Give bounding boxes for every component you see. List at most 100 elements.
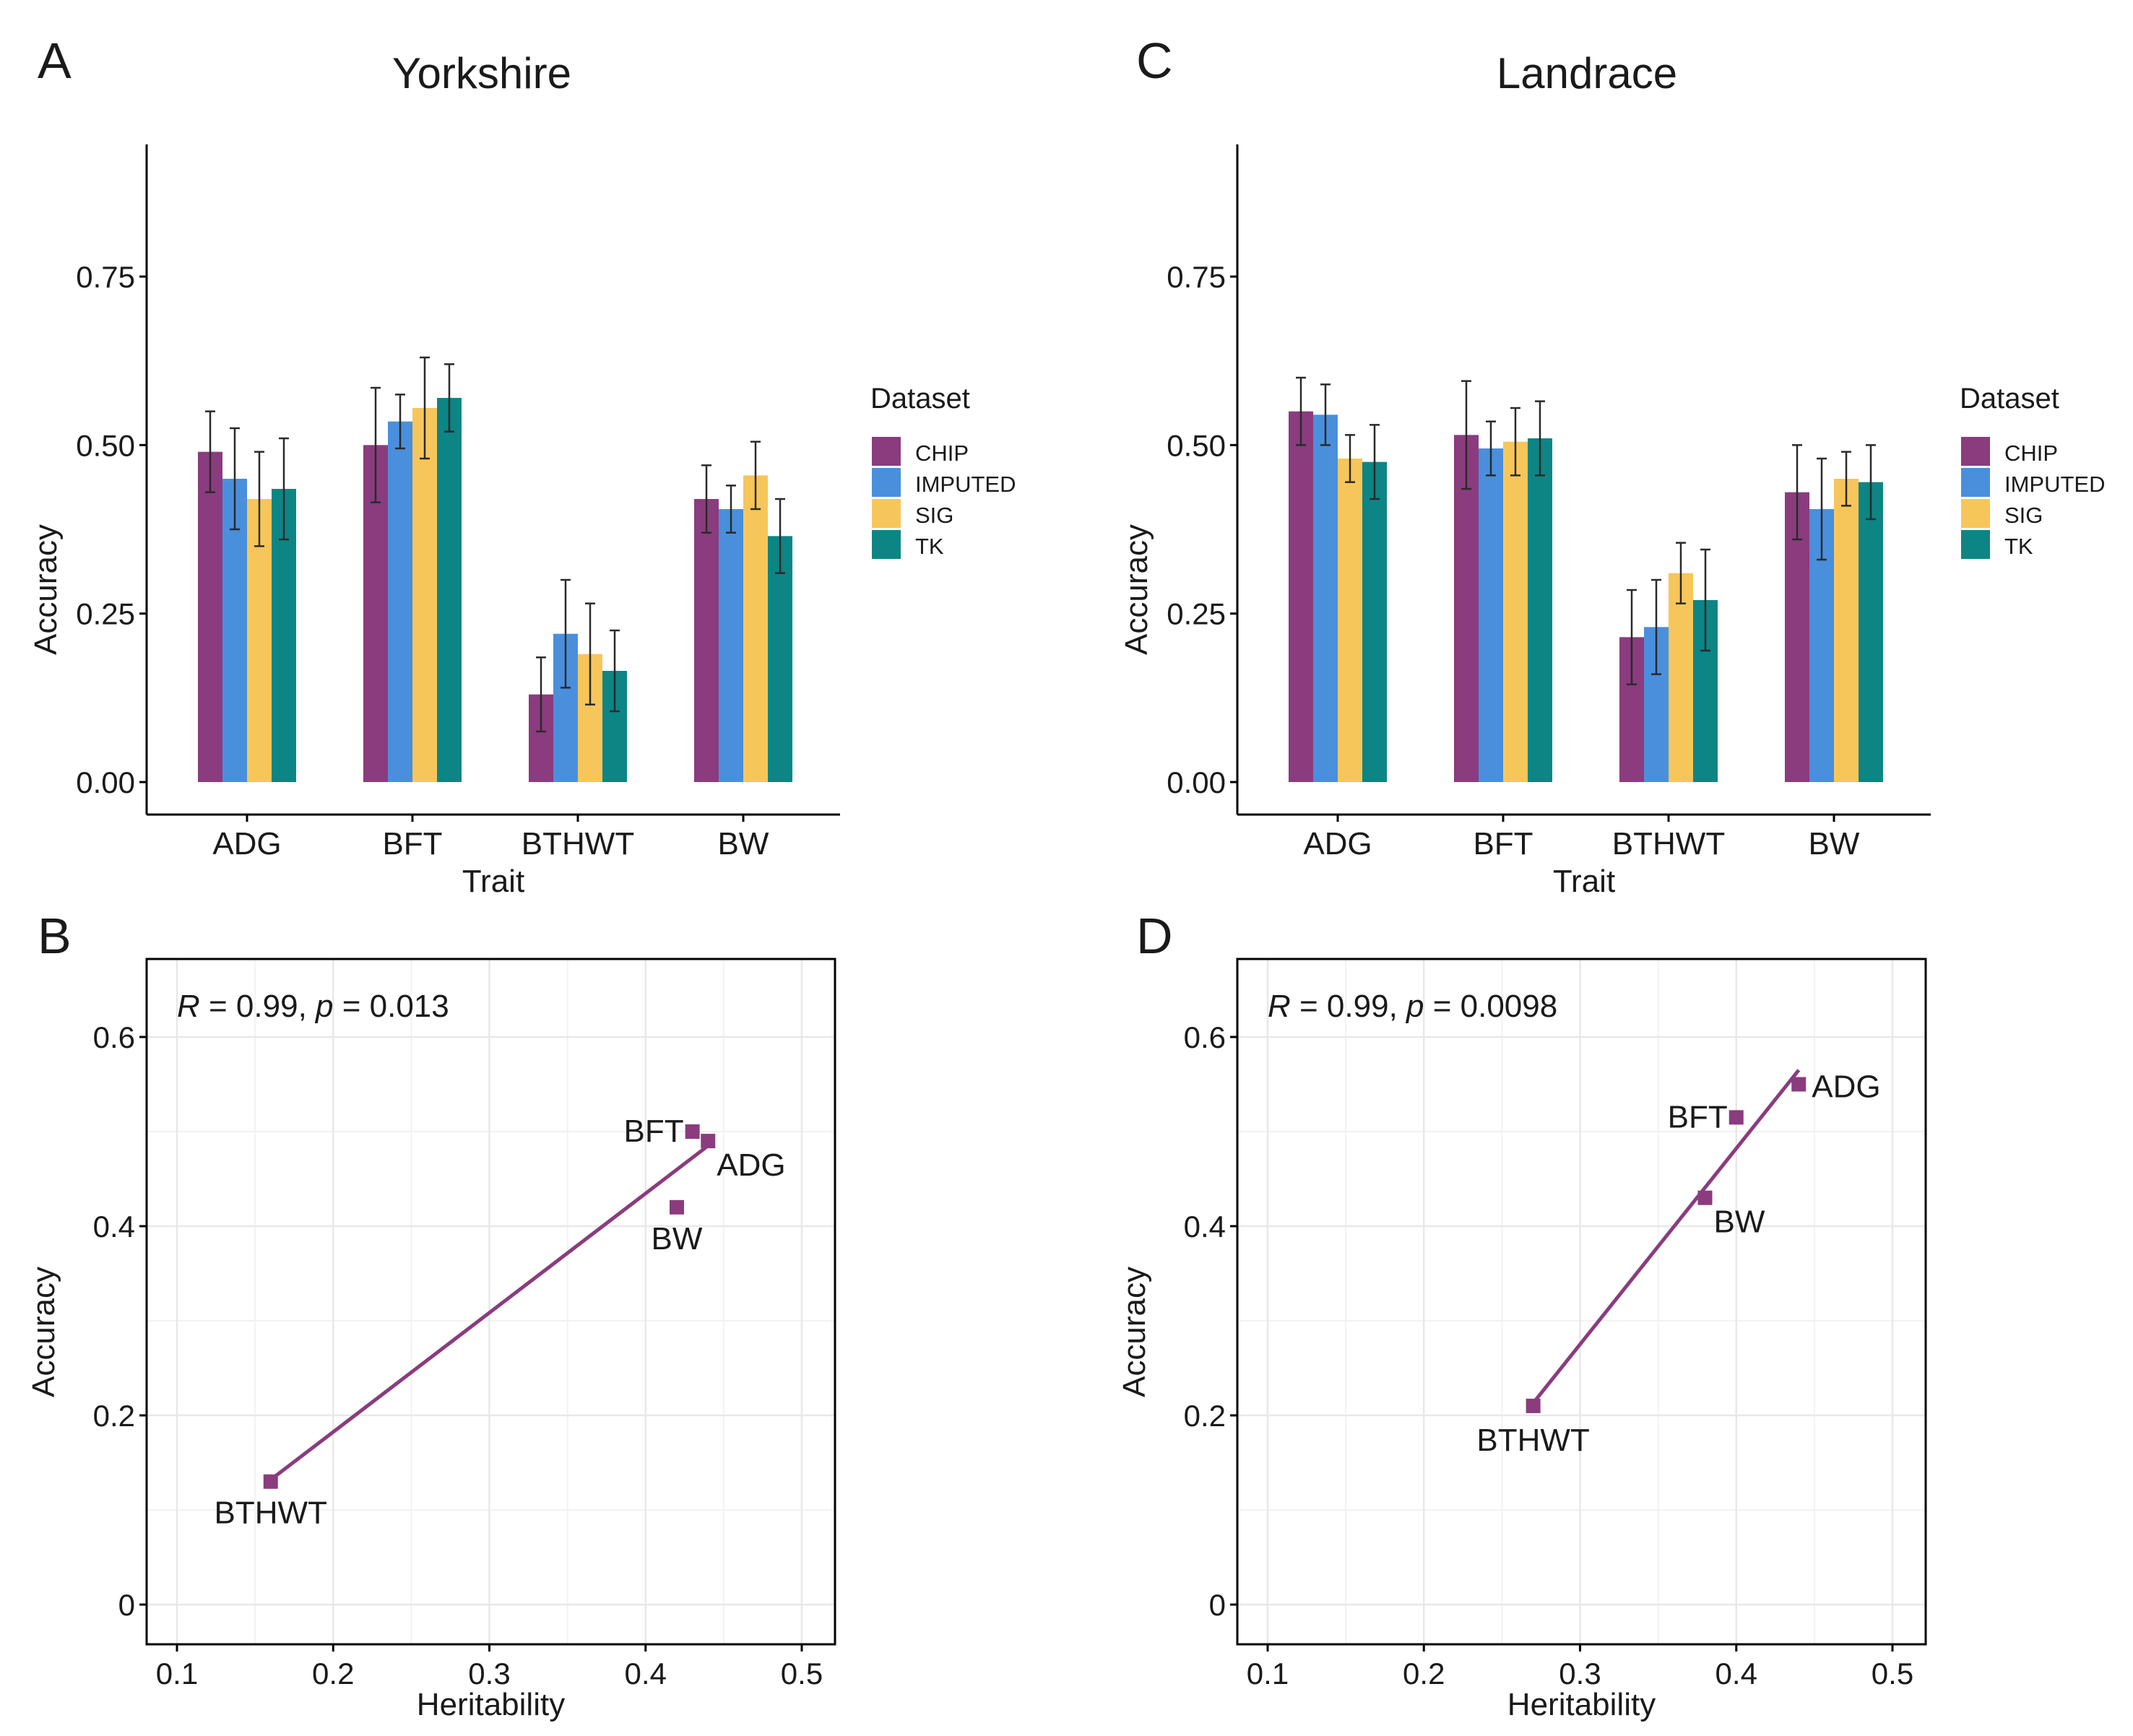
x-axis-title: Heritability: [1507, 1687, 1656, 1722]
x-tick-label: BW: [1809, 826, 1860, 862]
bar-tk-bw: [1859, 482, 1883, 782]
legend-title: Dataset: [870, 383, 970, 415]
chart-title: Landrace: [1497, 49, 1677, 97]
legend-label-sig: SIG: [2004, 503, 2043, 528]
point-label-bthwt: BTHWT: [215, 1496, 327, 1531]
legend-title: Dataset: [1960, 383, 2059, 415]
bar-imputed-bw: [719, 509, 743, 782]
y-tick-label: 0.75: [1167, 260, 1226, 294]
y-axis-title: Accuracy: [28, 524, 64, 655]
y-tick-label: 0.2: [1184, 1399, 1226, 1433]
point-label-bw: BW: [1714, 1205, 1765, 1240]
y-tick-label: 0.6: [1184, 1020, 1226, 1054]
y-tick-label: 0.25: [1167, 597, 1226, 631]
correlation-annotation: R = 0.99, p = 0.013: [177, 989, 449, 1024]
point-label-adg: ADG: [717, 1147, 785, 1183]
bar-chart-A: A Yorkshire 0.00 0.25 0.50 0.75 ADG BFT BTHWT BW T…: [28, 32, 1016, 899]
data-point-bthwt: [263, 1474, 278, 1489]
y-axis-title: Accuracy: [1117, 1267, 1152, 1397]
x-tick-label: BTHWT: [522, 826, 634, 862]
legend-swatch-imputed: [872, 468, 901, 497]
x-tick-label: 0.5: [1872, 1657, 1913, 1691]
annotation-r-sym: R: [1268, 989, 1291, 1024]
x-tick-label: BTHWT: [1612, 826, 1725, 862]
x-tick-label: ADG: [212, 826, 281, 862]
annotation-r-text: = 0.99,: [1291, 989, 1406, 1024]
legend-label-tk: TK: [2004, 534, 2033, 559]
legend-swatch-tk: [1961, 530, 1990, 559]
y-axis-title: Accuracy: [1119, 524, 1154, 655]
bar-chip-adg: [198, 451, 222, 782]
chart-title: Yorkshire: [392, 49, 571, 97]
x-tick-label: 0.1: [156, 1657, 198, 1691]
regression-line: [1531, 1069, 1801, 1405]
panel-label-C: C: [1136, 32, 1173, 89]
bar-tk-bft: [1528, 438, 1552, 782]
plot-background: [1237, 959, 1926, 1644]
x-tick-label: ADG: [1303, 826, 1372, 862]
plot-background: [147, 959, 835, 1644]
x-tick-label: BW: [718, 826, 769, 862]
plot-border: [145, 958, 836, 1646]
bar-chip-adg: [1289, 411, 1313, 782]
y-tick-label: 0.00: [76, 765, 135, 799]
annotation-r-text: = 0.99,: [200, 989, 316, 1024]
legend-swatch-tk: [872, 530, 901, 559]
panel-label-D: D: [1136, 908, 1173, 964]
point-label-adg: ADG: [1812, 1069, 1880, 1105]
y-axis-title: Accuracy: [26, 1267, 61, 1397]
x-axis-title: Trait: [462, 864, 524, 899]
y-tick-label: 0.6: [93, 1020, 135, 1054]
annotation-p-sym: p: [1405, 989, 1424, 1024]
panel-label-A: A: [38, 32, 72, 89]
legend-label-imputed: IMPUTED: [2004, 472, 2106, 497]
data-point-bw: [1697, 1190, 1713, 1205]
x-tick-label: 0.4: [625, 1657, 667, 1691]
legend: Dataset CHIP IMPUTED SIG TK: [1960, 383, 2106, 559]
x-tick-label: 0.4: [1716, 1657, 1757, 1691]
legend-label-imputed: IMPUTED: [915, 472, 1016, 497]
data-point-adg: [1791, 1077, 1807, 1092]
data-point-adg: [701, 1134, 716, 1149]
panel-label-B: B: [38, 908, 72, 964]
point-label-bw: BW: [652, 1221, 703, 1257]
legend-swatch-chip: [1961, 437, 1990, 466]
annotation-p-sym: p: [314, 989, 333, 1024]
bar-chart-C: C Landrace 0.00 0.25 0.50 0.75 ADG BFT BTHWT BW Tr…: [1119, 32, 2106, 899]
x-tick-label: 0.2: [312, 1657, 354, 1691]
y-tick-label: 0.25: [76, 597, 135, 631]
bar-chip-bw: [1785, 492, 1809, 782]
y-tick-label: 0.4: [1184, 1210, 1226, 1244]
x-tick-label: 0.1: [1247, 1657, 1289, 1691]
x-tick-label: 0.3: [468, 1657, 510, 1691]
data-point-bthwt: [1526, 1398, 1541, 1413]
bar-sig-bft: [412, 408, 437, 782]
bar-tk-bft: [437, 398, 462, 782]
y-tick-label: 0.75: [76, 260, 135, 294]
point-label-bft: BFT: [1668, 1099, 1728, 1134]
y-tick-label: 0.2: [93, 1399, 135, 1433]
legend-label-sig: SIG: [915, 503, 953, 528]
legend-label-tk: TK: [915, 534, 944, 559]
legend-swatch-sig: [872, 499, 901, 528]
y-tick-label: 0.50: [1167, 428, 1226, 462]
data-point-bft: [1729, 1110, 1744, 1125]
legend: Dataset CHIP IMPUTED SIG TK: [870, 383, 1016, 559]
bar-chip-bw: [694, 499, 719, 782]
regression-line: [269, 1144, 709, 1482]
x-tick-label: 0.2: [1403, 1657, 1445, 1691]
bar-sig-bthwt: [1669, 573, 1693, 782]
point-label-bthwt: BTHWT: [1476, 1423, 1589, 1458]
bar-tk-bw: [768, 536, 792, 782]
bar-sig-adg: [1338, 459, 1362, 782]
x-tick-label: 0.5: [781, 1657, 823, 1691]
data-point-bft: [685, 1124, 700, 1139]
y-tick-label: 0: [118, 1588, 135, 1622]
plot-border: [1236, 958, 1927, 1646]
bar-tk-adg: [1362, 461, 1387, 782]
annotation-p-text: = 0.0098: [1424, 989, 1558, 1024]
point-label-bft: BFT: [624, 1114, 684, 1149]
bar-chip-bft: [1454, 435, 1479, 782]
bar-sig-bw: [1834, 479, 1859, 782]
